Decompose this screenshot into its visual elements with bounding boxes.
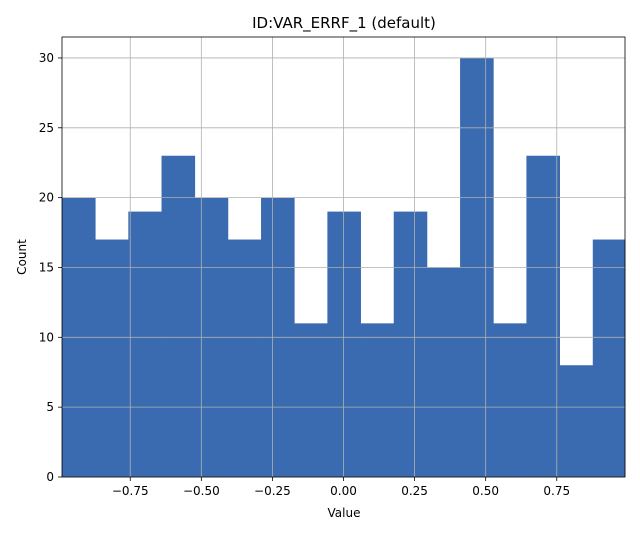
histogram-bar xyxy=(227,239,262,477)
y-tick-label: 10 xyxy=(39,330,54,344)
chart-title: ID:VAR_ERRF_1 (default) xyxy=(252,14,436,33)
histogram-bar xyxy=(592,239,626,477)
y-tick-label: 0 xyxy=(46,470,54,484)
histogram-bar xyxy=(426,267,461,477)
x-tick-label: 0.75 xyxy=(543,484,570,498)
y-tick-label: 20 xyxy=(39,191,54,205)
histogram-bar xyxy=(559,365,594,477)
x-tick-label: 0.50 xyxy=(472,484,499,498)
y-tick-label: 5 xyxy=(46,400,54,414)
x-tick-label: −0.75 xyxy=(112,484,149,498)
histogram-bar xyxy=(95,239,129,477)
bars-layer xyxy=(62,57,626,478)
y-tick-label: 30 xyxy=(39,51,54,65)
y-axis-label: Count xyxy=(15,239,29,275)
x-tick-label: 0.00 xyxy=(330,484,357,498)
histogram-bar xyxy=(526,155,560,478)
histogram-bar xyxy=(161,155,196,478)
x-tick-label: −0.25 xyxy=(254,484,291,498)
histogram-bar xyxy=(393,211,428,477)
histogram-bar xyxy=(327,211,361,477)
y-tick-label: 15 xyxy=(39,260,54,274)
x-tick-label: 0.25 xyxy=(401,484,428,498)
histogram-bar xyxy=(493,323,527,477)
x-axis-label: Value xyxy=(328,506,361,520)
x-tick-label: −0.50 xyxy=(183,484,220,498)
y-tick-label: 25 xyxy=(39,121,54,135)
histogram-bar xyxy=(360,323,395,477)
histogram-bar xyxy=(128,211,162,477)
ticks-layer: −0.75 −0.50 −0.25 0.00 0.25 0.50 0.75 0 5 10 15 20 2… xyxy=(39,51,570,498)
histogram-bar xyxy=(294,323,328,477)
